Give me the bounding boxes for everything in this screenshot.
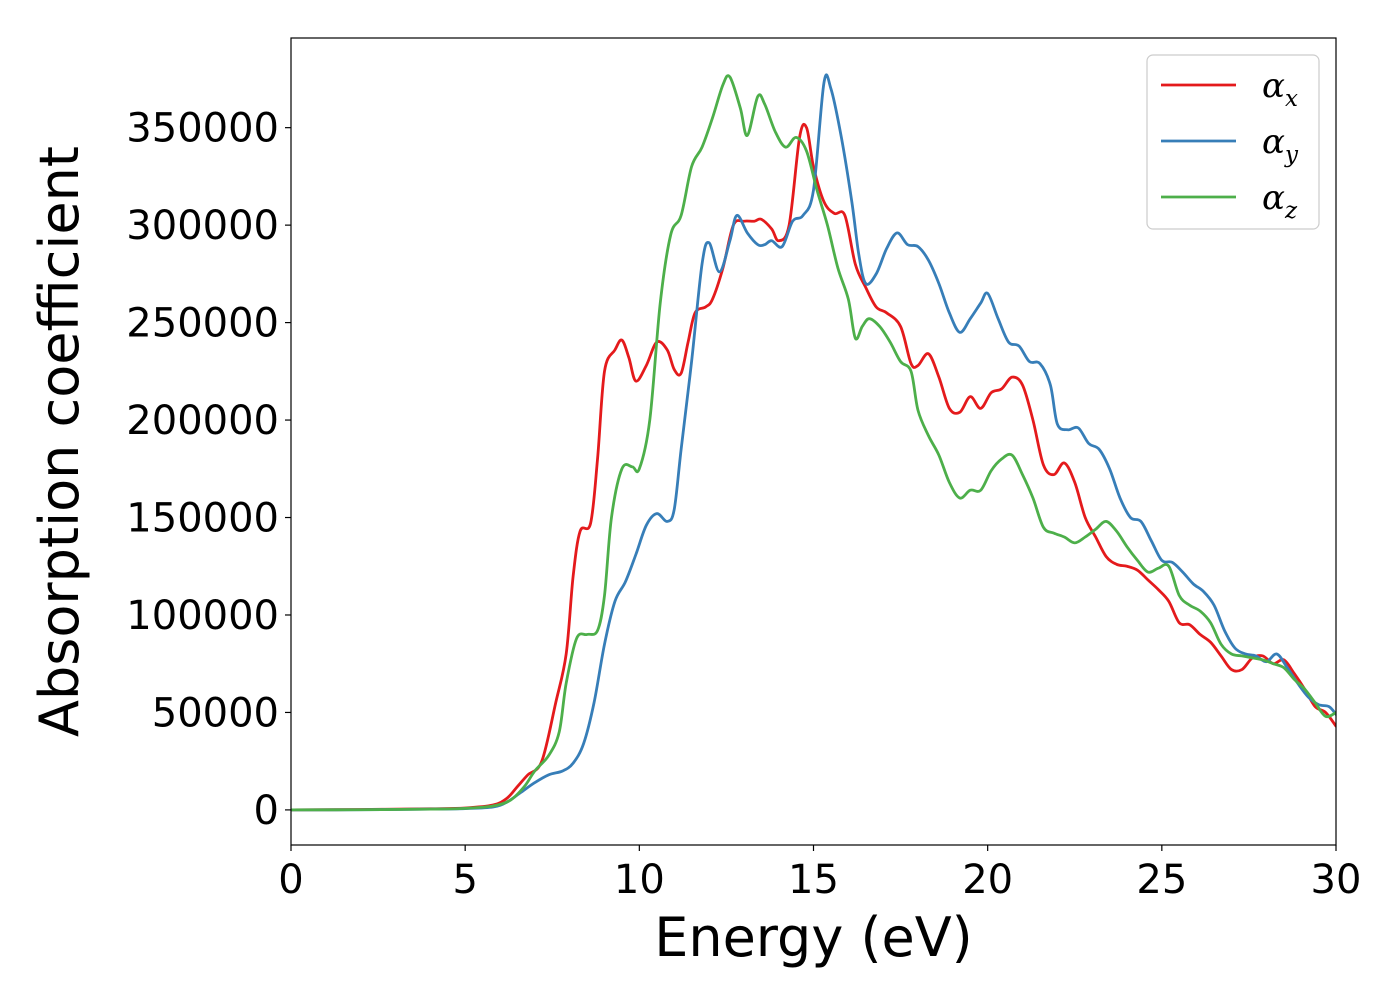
x-tick-label: 25 — [1136, 857, 1187, 903]
x-tick-label: 0 — [278, 857, 303, 903]
y-axis-label: Absorption coefficient — [28, 146, 91, 737]
y-tick-label: 300000 — [126, 203, 279, 249]
x-tick-label: 20 — [962, 857, 1013, 903]
x-tick-label: 10 — [614, 857, 665, 903]
y-tick-label: 100000 — [126, 593, 279, 639]
y-tick-label: 350000 — [126, 106, 279, 152]
legend-label-x: αx — [1262, 66, 1298, 112]
y-tick-label: 200000 — [126, 398, 279, 444]
series-line-z — [291, 74, 1336, 812]
series-line-y — [291, 73, 1336, 812]
x-tick-label: 5 — [452, 857, 477, 903]
x-tick-label: 15 — [788, 857, 839, 903]
series-line-x — [291, 122, 1336, 812]
y-tick-label: 250000 — [126, 301, 279, 347]
y-tick-label: 50000 — [152, 690, 279, 736]
series-layer — [291, 73, 1336, 812]
y-tick-label: 0 — [254, 788, 279, 834]
x-axis-label: Energy (eV) — [654, 906, 973, 969]
legend-label-z: αz — [1262, 178, 1298, 224]
x-ticks: 0 5 10 15 20 25 30 — [278, 845, 1361, 903]
y-ticks: 0 50000 100000 150000 200000 250000 300000 3500… — [126, 106, 291, 834]
legend-label-y: αy — [1262, 122, 1299, 168]
x-tick-label: 30 — [1311, 857, 1362, 903]
legend: αx αy αz — [1146, 54, 1320, 230]
y-tick-label: 150000 — [126, 496, 279, 542]
